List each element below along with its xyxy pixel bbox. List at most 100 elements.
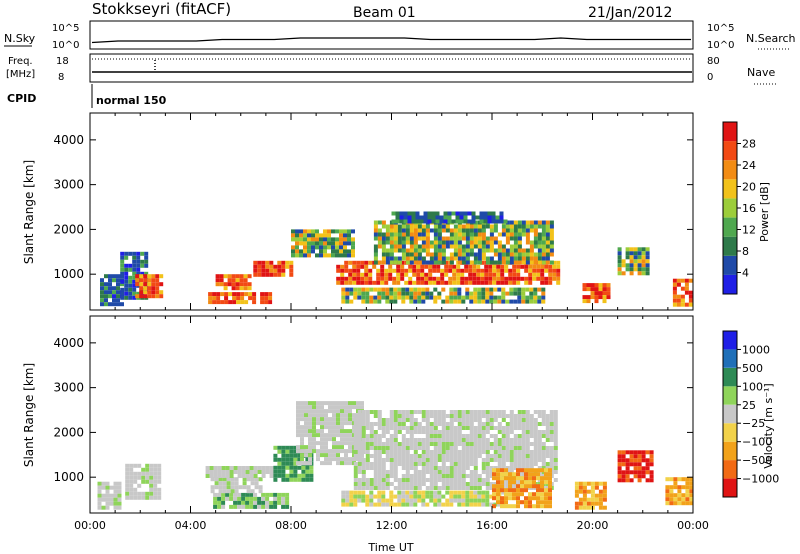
- data-cell: [541, 414, 546, 418]
- data-cell: [473, 256, 478, 261]
- data-cell: [453, 474, 458, 478]
- data-cell: [453, 498, 458, 503]
- ytick-label: 4000: [53, 133, 84, 147]
- data-cell: [537, 446, 542, 450]
- data-cell: [377, 299, 382, 304]
- data-cell: [665, 485, 670, 490]
- data-cell: [124, 291, 129, 296]
- data-cell: [513, 252, 518, 257]
- data-cell: [461, 256, 466, 261]
- data-cell: [301, 465, 306, 470]
- data-cell: [496, 468, 500, 473]
- data-cell: [437, 256, 442, 261]
- data-cell: [305, 457, 310, 462]
- data-cell: [509, 410, 514, 414]
- data-cell: [433, 248, 438, 253]
- data-cell: [477, 450, 482, 454]
- data-cell: [680, 286, 685, 291]
- data-cell: [222, 477, 227, 482]
- data-cell: [393, 287, 398, 292]
- data-cell: [409, 418, 414, 422]
- data-cell: [241, 492, 246, 497]
- data-cell: [361, 466, 366, 470]
- data-cell: [465, 458, 470, 462]
- data-cell: [242, 477, 247, 482]
- data-cell: [108, 274, 112, 279]
- data-cell: [578, 501, 583, 506]
- data-cell: [348, 445, 352, 450]
- data-cell: [397, 248, 402, 253]
- data-cell: [680, 302, 685, 307]
- data-cell: [477, 260, 482, 265]
- data-cell: [441, 502, 446, 507]
- data-cell: [125, 495, 130, 500]
- beam-label: Beam 01: [353, 5, 416, 21]
- data-cell: [101, 493, 106, 498]
- data-cell: [533, 224, 538, 229]
- data-cell: [353, 414, 358, 418]
- data-cell: [408, 268, 413, 273]
- data-cell: [545, 224, 550, 229]
- data-cell: [307, 229, 311, 234]
- data-cell: [505, 426, 510, 430]
- data-cell: [381, 474, 386, 478]
- data-cell: [377, 450, 382, 454]
- data-cell: [491, 219, 496, 224]
- data-cell: [324, 433, 328, 438]
- data-cell: [500, 484, 504, 489]
- data-cell: [145, 463, 150, 468]
- colorbar-tick-label: −500: [742, 454, 772, 467]
- data-cell: [537, 466, 542, 470]
- data-cell: [332, 437, 336, 442]
- data-cell: [124, 267, 129, 272]
- data-cell: [457, 240, 462, 245]
- colorbar-tick-label: 24: [742, 159, 756, 172]
- data-cell: [448, 276, 453, 281]
- data-cell: [308, 405, 312, 410]
- data-cell: [473, 414, 478, 418]
- ytick-label: 2000: [53, 425, 84, 439]
- data-cell: [417, 454, 422, 458]
- data-cell: [344, 429, 348, 434]
- data-cell: [520, 468, 524, 473]
- data-cell: [299, 241, 303, 246]
- data-cell: [104, 294, 108, 299]
- data-cell: [473, 458, 478, 462]
- data-cell: [681, 501, 686, 506]
- data-cell: [409, 430, 414, 434]
- data-cell: [464, 280, 469, 285]
- data-cell: [433, 236, 438, 241]
- data-cell: [529, 291, 534, 296]
- data-cell: [230, 489, 235, 494]
- data-cell: [465, 462, 470, 466]
- data-cell: [316, 457, 320, 462]
- data-cell: [357, 462, 362, 466]
- data-cell: [464, 276, 469, 281]
- data-cell: [574, 485, 579, 490]
- data-cell: [332, 425, 336, 430]
- data-cell: [536, 264, 541, 269]
- data-cell: [357, 486, 362, 490]
- data-cell: [637, 474, 642, 479]
- data-cell: [481, 442, 486, 446]
- data-cell: [449, 470, 454, 474]
- data-cell: [545, 418, 550, 422]
- data-cell: [285, 492, 290, 497]
- velocity-colorbar-label: Velocity [m s⁻¹]: [762, 383, 775, 468]
- data-cell: [316, 421, 320, 426]
- data-cell: [421, 299, 426, 304]
- data-cell: [445, 474, 450, 478]
- data-cell: [532, 504, 536, 509]
- data-cell: [285, 264, 290, 269]
- data-cell: [432, 268, 437, 273]
- data-cell: [139, 274, 144, 279]
- data-cell: [537, 236, 542, 241]
- data-cell: [501, 232, 506, 237]
- data-cell: [453, 434, 458, 438]
- data-cell: [373, 454, 378, 458]
- data-cell: [521, 224, 526, 229]
- data-cell: [437, 478, 442, 482]
- data-cell: [433, 418, 438, 422]
- data-cell: [413, 224, 418, 229]
